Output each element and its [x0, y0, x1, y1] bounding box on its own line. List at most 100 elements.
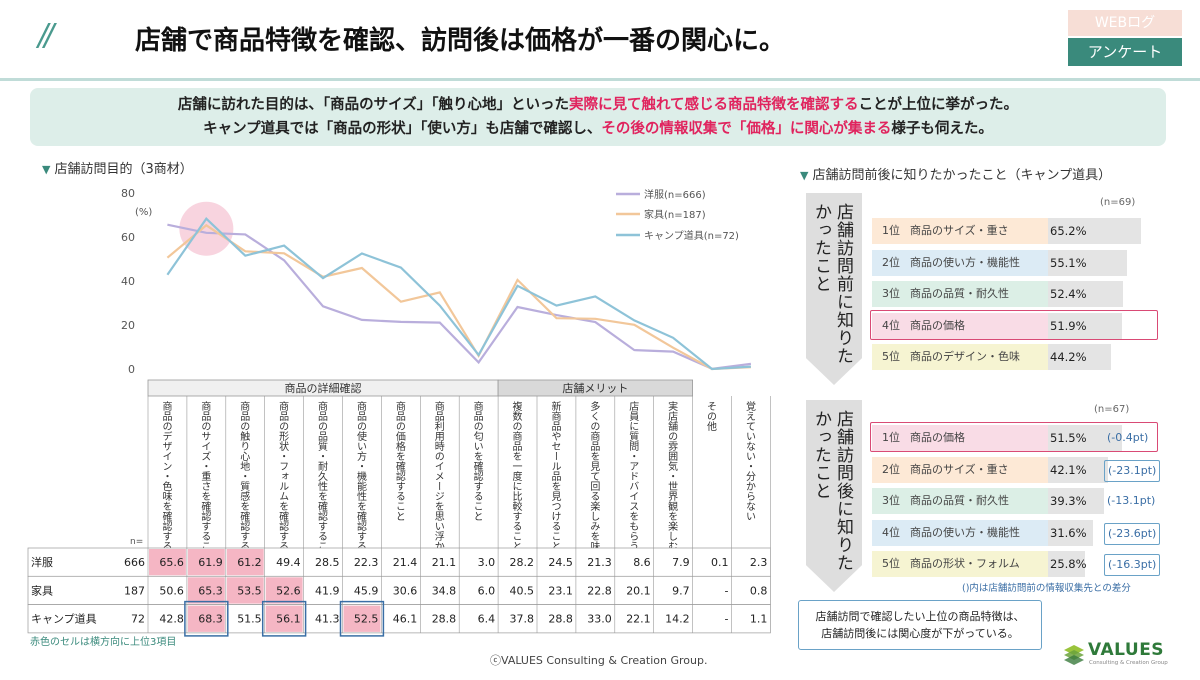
table-cell: 61.2 [237, 556, 262, 569]
rank-percent: 44.2% [1050, 350, 1087, 364]
rank-category: 商品の品質・耐久性 [910, 494, 1009, 507]
rank-highlight-box [870, 422, 1158, 452]
rank-percent: 51.5% [1050, 431, 1087, 445]
rank-percent: 55.1% [1050, 255, 1087, 270]
table-cell: 22.8 [587, 584, 612, 597]
summary-text: キャンプ道具では「商品の形状」「使い方」も店舗で確認し、 [203, 121, 602, 137]
highlight-circle [179, 201, 234, 256]
rank-label: 3位 商品の品質・耐久性 [872, 281, 1048, 307]
rank-diff: (-23.6pt) [1104, 522, 1161, 545]
rank-number: 5位 [882, 350, 900, 363]
highlight-cell [226, 549, 264, 576]
category-label: 店員に質問・アドバイスをもらうこと [627, 400, 639, 571]
rank-bar [1048, 519, 1094, 546]
category-label: 商品の品質・耐久性を確認すること [316, 400, 328, 561]
summary-box: 店舗に訪れた目的は、「商品のサイズ」「触り心地」といった実際に見て触れて感じる商… [30, 88, 1166, 146]
rank-percent: 39.3% [1050, 494, 1087, 508]
tag-survey: アンケート [1068, 38, 1182, 66]
rank-highlight-box [870, 309, 1158, 340]
category-label: 商品の価格を確認すること [393, 400, 405, 521]
table-cell: 7.9 [672, 556, 690, 569]
rank-percent: 65.2% [1050, 224, 1087, 238]
table-row [27, 575, 771, 605]
table-cell: 28.8 [548, 613, 573, 626]
table-cell: 28.5 [315, 556, 340, 569]
rank-label: 5位 商品のデザイン・色味 [872, 344, 1048, 370]
rank-number: 4位 [882, 525, 900, 539]
category-label: 商品のサイズ・重さを確認すること [199, 400, 211, 561]
rank-diff: (-0.4pt) [1107, 431, 1149, 444]
table-cell: 41.3 [315, 613, 340, 626]
rank-category: 商品の品質・耐久性 [910, 287, 1009, 300]
table-cell: 6.0 [478, 584, 496, 597]
y-tick-label: 60 [121, 231, 135, 244]
table-cell: 0.1 [711, 556, 729, 569]
rank-percent: 51.9% [1050, 318, 1087, 333]
rank-bar [1048, 312, 1123, 339]
highlight-cell [265, 577, 303, 604]
callout-box: 店舗訪問で確認したい上位の商品特徴は、 店舗訪問後には関心度が下がっている。 [798, 600, 1042, 650]
page-title: 店舗で商品特徴を確認、訪問後は価格が一番の関心に。 [135, 26, 786, 56]
table-cell: 8.6 [633, 556, 651, 569]
summary-highlight: 実際に見て触れて感じる商品特徴を確認する [568, 97, 859, 113]
copyright: ⓒVALUES Consulting & Creation Group. [490, 654, 708, 667]
tag-web-log: WEBログ [1068, 10, 1182, 36]
table-cell: 34.8 [432, 584, 457, 597]
rank-row: 4位 商品の価格 51.9% [870, 309, 1192, 340]
boxed-cell [184, 600, 229, 637]
rank-percent: 31.6% [1050, 525, 1087, 540]
rank-label: 2位 商品の使い方・機能性 [872, 249, 1048, 276]
rank-bar [1048, 218, 1142, 244]
rank-label: 1位 商品のサイズ・重さ [872, 218, 1048, 244]
values-logo-icon [1064, 645, 1084, 665]
table-cell: 1.1 [750, 613, 768, 626]
table-cell: 33.0 [587, 613, 612, 626]
category-label: 多くの商品を見て回る楽しみを味わうこと [588, 400, 600, 591]
highlight-cell [343, 605, 381, 632]
sample-size-label: (n=69) [1100, 197, 1136, 208]
rank-bar [1048, 249, 1127, 276]
table-cell: 24.5 [548, 556, 573, 569]
header-divider [0, 78, 1200, 81]
table-cell: 50.6 [159, 584, 184, 597]
table-cell: 56.1 [276, 613, 301, 626]
table-cell: 28.2 [510, 556, 535, 569]
category-label: 複数の商品を一度に比較すること [510, 400, 522, 551]
rank-label: 1位 商品の価格 [872, 425, 1048, 451]
y-tick-label: 80 [121, 187, 135, 200]
summary-text: ことが上位に挙がった。 [858, 97, 1019, 113]
table-cell: 23.1 [548, 584, 573, 597]
triangle-down-icon: ▼ [42, 163, 51, 176]
rank-row: 2位 商品のサイズ・重さ 42.1% (-23.1pt) [872, 456, 1192, 483]
rank-category: 商品のサイズ・重さ [910, 224, 1009, 237]
purpose-chart-and-table: 0 20 40 60 80(%) 洋服(n=666) 家具(n=187) キャンプ道具(n=7… [27, 187, 771, 648]
table-cell: 68.3 [198, 613, 223, 626]
table-cell: 22.1 [626, 613, 651, 626]
right-section-heading: ▼ 店舗訪問前後に知りたかったこと（キャンプ道具） [800, 164, 1111, 183]
table-cell: 21.3 [587, 556, 612, 569]
rank-category: 商品の価格 [910, 431, 965, 444]
table-cell: 51.5 [237, 613, 262, 626]
summary-highlight: その後の情報収集で「価格」に関心が集まる [601, 121, 892, 137]
boxed-cell [261, 600, 307, 637]
rank-category: 商品の形状・フォルム [910, 557, 1020, 570]
summary-text: 店舗に訪れた目的は、「商品のサイズ」「触り心地」といった [177, 97, 569, 113]
series-line-0 [167, 223, 752, 370]
left-section-title: 店舗訪問目的（3商材） [54, 162, 193, 177]
rank-number: 1位 [882, 431, 900, 444]
rank-number: 3位 [882, 494, 900, 507]
table-cell: 61.9 [198, 556, 223, 569]
row-n: 72 [131, 613, 145, 626]
series-line-2 [166, 217, 751, 371]
table-cell: 40.5 [510, 584, 535, 597]
table-cell: 21.1 [432, 556, 457, 569]
row-n: 666 [124, 556, 145, 569]
table-cell: - [725, 613, 729, 626]
rank-bar [1048, 425, 1122, 451]
table-cell: 42.8 [159, 613, 184, 626]
highlight-cell [187, 549, 225, 576]
timeline-label: 店舗訪問前に知りたかったこと [811, 203, 853, 365]
boxed-cell [339, 600, 385, 637]
summary-line-2: キャンプ道具では「商品の形状」「使い方」も店舗で確認し、その後の情報収集で「価格… [30, 117, 1166, 141]
values-logo-text: VALUES [1088, 640, 1165, 660]
